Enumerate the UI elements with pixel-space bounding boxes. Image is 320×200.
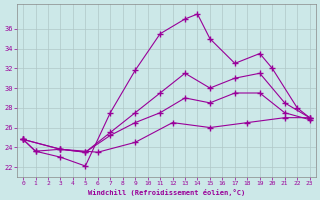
X-axis label: Windchill (Refroidissement éolien,°C): Windchill (Refroidissement éolien,°C): [88, 189, 245, 196]
